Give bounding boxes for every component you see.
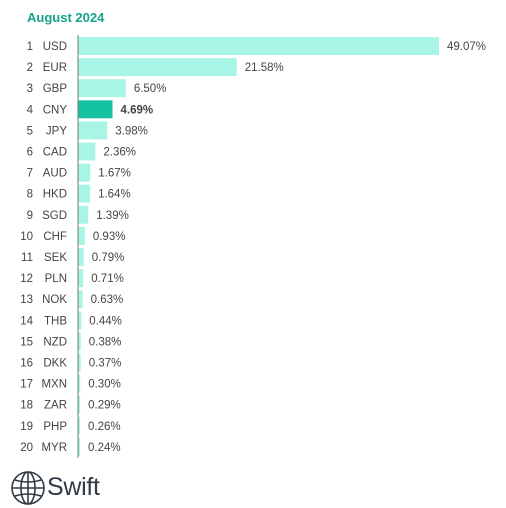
bar-pln: [78, 269, 84, 288]
bar-jpy: [78, 121, 108, 140]
value-label: 0.30%: [88, 379, 121, 391]
bar-chart: 1 USD 49.07% 2 EUR 21.58% 3 GBP 6.50% 4 CNY 4.69% 5 J…: [20, 35, 486, 458]
value-label: 0.24%: [88, 442, 121, 454]
rank-label: 7: [27, 168, 33, 180]
category-label: DKK: [43, 358, 67, 370]
value-label: 1.39%: [96, 210, 129, 222]
bar-php: [78, 416, 80, 435]
value-label: 0.93%: [93, 231, 126, 243]
category-label: THB: [44, 315, 67, 327]
rank-label: 2: [27, 62, 33, 74]
rank-label: 4: [27, 104, 34, 116]
value-label: 21.58%: [245, 62, 284, 74]
bar-dkk: [78, 353, 81, 372]
bar-cad: [78, 142, 96, 161]
category-label: CAD: [43, 147, 67, 159]
bar-thb: [78, 311, 82, 330]
value-label: 0.44%: [89, 315, 122, 327]
category-label: HKD: [43, 189, 67, 201]
rank-label: 17: [20, 379, 33, 391]
category-label: USD: [43, 41, 67, 53]
value-label: 49.07%: [447, 41, 486, 53]
value-label: 6.50%: [134, 83, 167, 95]
bar-chf: [78, 226, 85, 245]
value-label: 3.98%: [115, 125, 148, 137]
category-label: NZD: [43, 336, 67, 348]
bar-usd: [78, 37, 439, 55]
bar-myr: [78, 437, 80, 456]
rank-label: 14: [20, 315, 33, 327]
value-label: 0.63%: [91, 294, 124, 306]
rank-label: 13: [20, 294, 33, 306]
rank-label: 18: [20, 400, 33, 412]
rank-label: 1: [27, 41, 33, 53]
value-label: 0.38%: [89, 336, 122, 348]
category-label: MXN: [41, 379, 67, 391]
category-label: PLN: [45, 273, 67, 285]
rank-label: 10: [20, 231, 33, 243]
category-label: SGD: [42, 210, 67, 222]
value-label: 1.64%: [98, 189, 131, 201]
bar-zar: [78, 395, 81, 414]
rank-label: 20: [20, 442, 33, 454]
rank-label: 3: [27, 83, 33, 95]
globe-icon: [11, 471, 45, 505]
value-label: 2.36%: [103, 147, 136, 159]
category-label: CNY: [43, 104, 68, 116]
category-label: NOK: [42, 294, 67, 306]
bar-cny: [78, 100, 113, 119]
value-label: 0.79%: [92, 252, 125, 264]
category-label: CHF: [43, 231, 67, 243]
value-label: 1.67%: [98, 168, 131, 180]
value-label: 0.71%: [91, 273, 124, 285]
bar-gbp: [78, 79, 126, 98]
brand-name: Swift: [47, 473, 100, 501]
rank-label: 16: [20, 358, 33, 370]
category-label: SEK: [44, 252, 67, 264]
bar-hkd: [78, 184, 91, 203]
category-label: PHP: [43, 421, 67, 433]
rank-label: 8: [27, 189, 33, 201]
value-label: 0.29%: [88, 400, 121, 412]
rank-label: 19: [20, 421, 33, 433]
bar-nok: [78, 290, 83, 309]
bar-eur: [78, 58, 237, 77]
value-label: 0.37%: [89, 358, 122, 370]
category-label: MYR: [41, 442, 67, 454]
value-label: 0.26%: [88, 421, 121, 433]
bar-aud: [78, 163, 91, 182]
bar-nzd: [78, 332, 81, 351]
category-label: JPY: [46, 125, 67, 137]
rank-label: 9: [27, 210, 33, 222]
chart-title: August 2024: [27, 10, 105, 25]
category-label: ZAR: [44, 400, 67, 412]
rank-label: 11: [21, 252, 33, 264]
rank-label: 12: [20, 273, 33, 285]
category-label: AUD: [43, 168, 67, 180]
rank-label: 5: [27, 125, 33, 137]
bar-sgd: [78, 205, 89, 224]
category-label: GBP: [43, 83, 68, 95]
bar-mxn: [78, 374, 81, 393]
rank-label: 15: [20, 336, 33, 348]
bar-sek: [78, 248, 84, 266]
value-label: 4.69%: [121, 104, 154, 116]
category-label: EUR: [43, 62, 67, 74]
rank-label: 6: [27, 147, 33, 159]
